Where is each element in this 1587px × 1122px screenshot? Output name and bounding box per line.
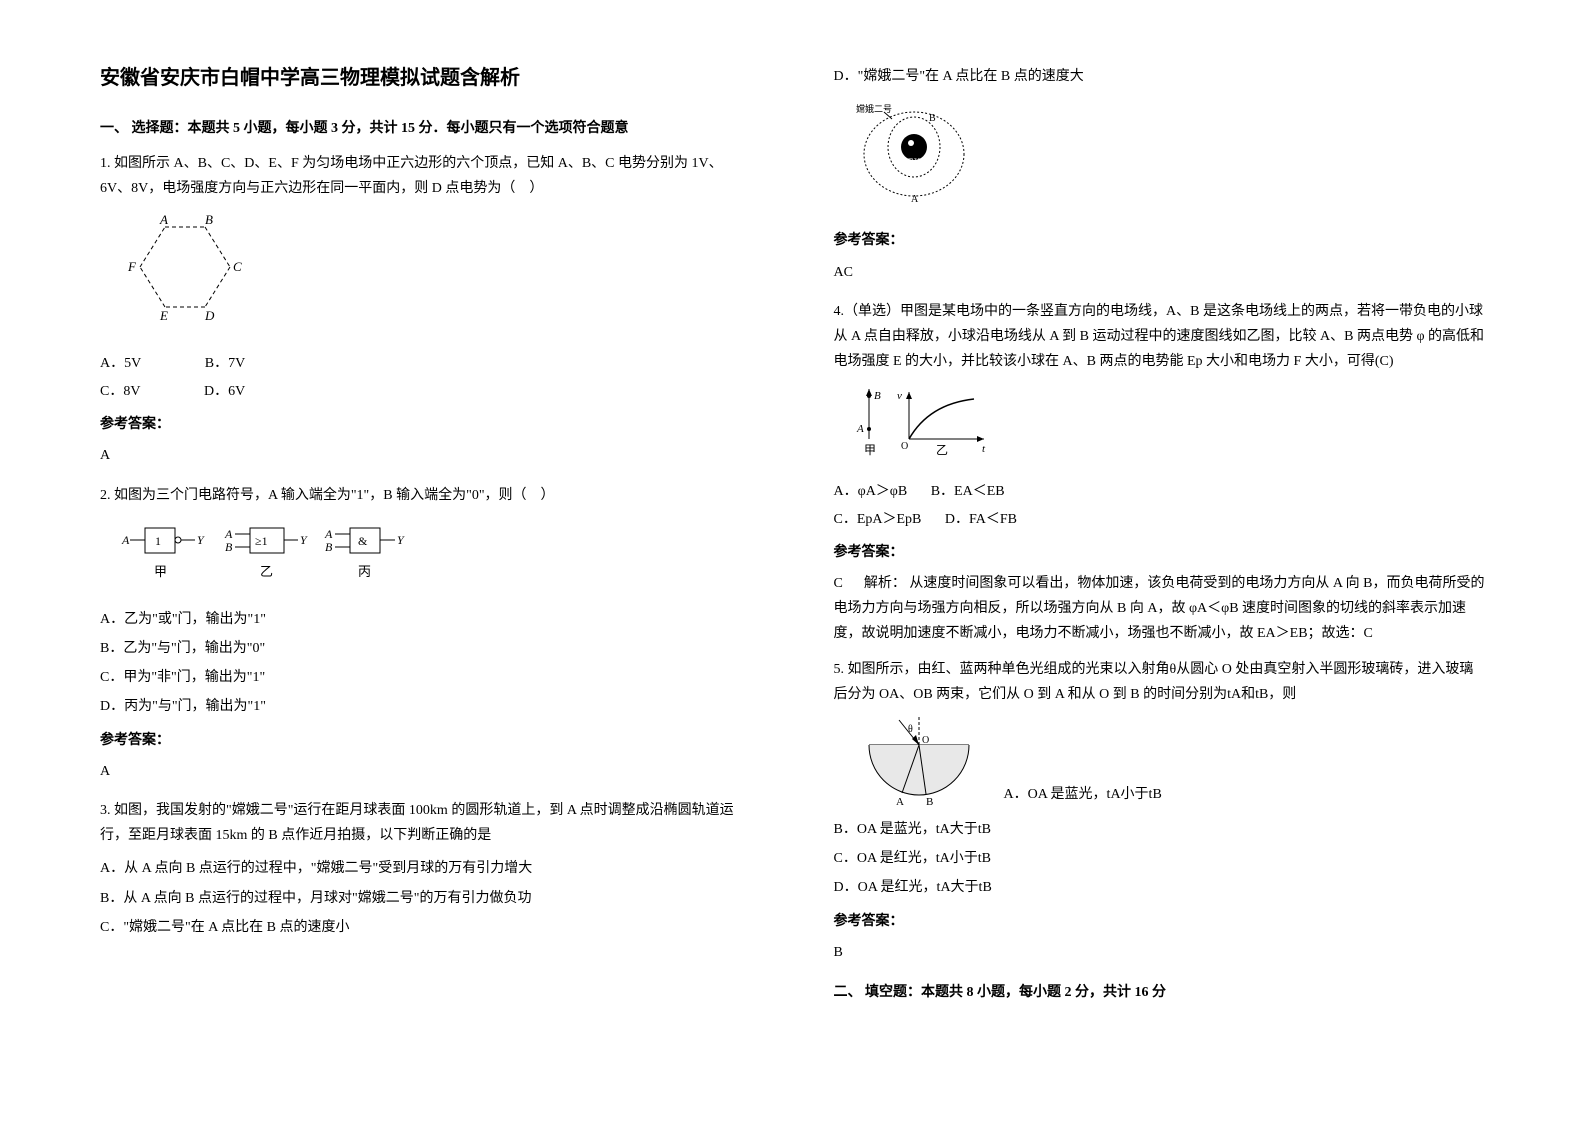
right-column: D．"嫦娥二号"在 A 点比在 B 点的速度大 A B 嫦娥二号 月球 参考答案… xyxy=(834,60,1488,1015)
q2-opt-a: A．乙为"或"门，输出为"1" xyxy=(100,607,754,632)
q3-opt-c: C．"嫦娥二号"在 A 点比在 B 点的速度小 xyxy=(100,915,754,940)
svg-text:O: O xyxy=(901,441,908,452)
q4-opt-b: B．EA＜EB xyxy=(931,479,1005,504)
q1-opt-a: A．5V xyxy=(100,351,141,376)
q4-explain: 解析： 从速度时间图象可以看出，物体加速，该负电荷受到的电场力方向从 A 向 B… xyxy=(834,576,1485,641)
svg-text:A: A xyxy=(121,533,130,547)
q1-opt-d: D．6V xyxy=(204,379,245,404)
q1-answer-label: 参考答案： xyxy=(100,412,754,437)
svg-text:月球: 月球 xyxy=(907,157,921,166)
svg-text:B: B xyxy=(874,390,881,402)
q2-opt-b: B．乙为"与"门，输出为"0" xyxy=(100,636,754,661)
q1-text: 1. 如图所示 A、B、C、D、E、F 为匀场电场中正六边形的六个顶点，已知 A… xyxy=(100,151,754,201)
q3-answer: AC xyxy=(834,260,1488,285)
q3-opt-d: D．"嫦娥二号"在 A 点比在 B 点的速度大 xyxy=(834,64,1488,89)
q4-answer-label: 参考答案： xyxy=(834,540,1488,565)
q1-options: A．5V B．7V C．8V D．6V xyxy=(100,351,754,404)
q3-text: 3. 如图，我国发射的"嫦娥二号"运行在距月球表面 100km 的圆形轨道上，到… xyxy=(100,798,754,848)
q1-opt-b: B．7V xyxy=(205,351,245,376)
q5-opt-d: D．OA 是红光，tA大于tB xyxy=(834,875,1488,900)
q3-answer-label: 参考答案： xyxy=(834,228,1488,253)
svg-text:甲: 甲 xyxy=(154,564,167,579)
q5-opt-a: A．OA 是蓝光，tA小于tB xyxy=(1004,782,1162,807)
q1-figure: A B C D E F xyxy=(120,212,754,341)
question-4: 4.（单选）甲图是某电场中的一条竖直方向的电场线，A、B 是这条电场线上的两点，… xyxy=(834,299,1488,647)
q2-answer-label: 参考答案： xyxy=(100,728,754,753)
q5-opt-b: B．OA 是蓝光，tA大于tB xyxy=(834,817,1488,842)
svg-text:B: B xyxy=(929,113,936,124)
q4-opt-a: A．φA＞φB xyxy=(834,479,908,504)
svg-text:v: v xyxy=(897,390,902,402)
q2-opt-c: C．甲为"非"门，输出为"1" xyxy=(100,665,754,690)
svg-text:1: 1 xyxy=(155,534,161,548)
q5-answer-label: 参考答案： xyxy=(834,909,1488,934)
q4-answer-explain: C 解析： 从速度时间图象可以看出，物体加速，该负电荷受到的电场力方向从 A 向… xyxy=(834,571,1488,647)
svg-text:B: B xyxy=(225,540,233,554)
svg-text:A: A xyxy=(856,423,864,435)
svg-text:E: E xyxy=(159,308,168,323)
q4-text: 4.（单选）甲图是某电场中的一条竖直方向的电场线，A、B 是这条电场线上的两点，… xyxy=(834,299,1488,375)
svg-text:D: D xyxy=(204,308,215,323)
svg-text:甲: 甲 xyxy=(864,443,876,457)
svg-text:&: & xyxy=(358,534,368,548)
q4-options: A．φA＞φB B．EA＜EB C．EpA＞EpB D．FA＜FB xyxy=(834,479,1488,532)
svg-text:B: B xyxy=(325,540,333,554)
svg-text:乙: 乙 xyxy=(936,443,948,457)
q1-answer: A xyxy=(100,443,754,468)
page-title: 安徽省安庆市白帽中学高三物理模拟试题含解析 xyxy=(100,60,754,96)
q3-opt-b: B．从 A 点向 B 点运行的过程中，月球对"嫦娥二号"的万有引力做负功 xyxy=(100,886,754,911)
q1-opt-c: C．8V xyxy=(100,379,140,404)
svg-text:嫦娥二号: 嫦娥二号 xyxy=(856,103,892,114)
svg-text:B: B xyxy=(926,796,933,807)
svg-text:A: A xyxy=(224,527,233,541)
svg-text:A: A xyxy=(911,194,919,205)
q4-opt-d: D．FA＜FB xyxy=(945,507,1017,532)
question-1: 1. 如图所示 A、B、C、D、E、F 为匀场电场中正六边形的六个顶点，已知 A… xyxy=(100,151,754,468)
svg-text:A: A xyxy=(896,796,904,807)
q2-text: 2. 如图为三个门电路符号，A 输入端全为"1"，B 输入端全为"0"，则（ ） xyxy=(100,483,754,508)
q3-figure: A B 嫦娥二号 月球 xyxy=(854,99,1488,218)
q2-options: A．乙为"或"门，输出为"1" B．乙为"与"门，输出为"0" C．甲为"非"门… xyxy=(100,607,754,720)
svg-text:F: F xyxy=(127,259,137,274)
svg-text:O: O xyxy=(922,735,929,746)
q3-opt-a: A．从 A 点向 B 点运行的过程中，"嫦娥二号"受到月球的万有引力增大 xyxy=(100,856,754,881)
svg-text:θ: θ xyxy=(908,724,913,735)
section-2-header: 二、 填空题：本题共 8 小题，每小题 2 分，共计 16 分 xyxy=(834,980,1488,1005)
q2-opt-d: D．丙为"与"门，输出为"1" xyxy=(100,694,754,719)
svg-text:A: A xyxy=(159,212,168,227)
svg-text:t: t xyxy=(982,443,986,455)
svg-text:乙: 乙 xyxy=(260,564,273,579)
question-2: 2. 如图为三个门电路符号，A 输入端全为"1"，B 输入端全为"0"，则（ ）… xyxy=(100,483,754,785)
svg-text:Y: Y xyxy=(300,533,308,547)
svg-text:≥1: ≥1 xyxy=(255,534,268,548)
q2-answer: A xyxy=(100,759,754,784)
question-5: 5. 如图所示，由红、蓝两种单色光组成的光束以入射角θ从圆心 O 处由真空射入半… xyxy=(834,657,1488,965)
q5-answer: B xyxy=(834,940,1488,965)
question-3-cont: D．"嫦娥二号"在 A 点比在 B 点的速度大 A B 嫦娥二号 月球 参考答案… xyxy=(834,64,1488,285)
q4-figure: B A 甲 v t O 乙 xyxy=(854,384,1488,468)
q2-figure: A Y 1 甲 A B Y ≥1 乙 xyxy=(120,518,754,597)
q5-text: 5. 如图所示，由红、蓝两种单色光组成的光束以入射角θ从圆心 O 处由真空射入半… xyxy=(834,657,1488,707)
q5-figure: θ O A B A．OA 是蓝光，tA小于tB xyxy=(854,717,1488,807)
svg-text:B: B xyxy=(205,212,213,227)
svg-text:Y: Y xyxy=(397,533,405,547)
svg-text:A: A xyxy=(324,527,333,541)
svg-text:丙: 丙 xyxy=(358,564,371,579)
section-1-header: 一、 选择题：本题共 5 小题，每小题 3 分，共计 15 分．每小题只有一个选… xyxy=(100,116,754,141)
q4-opt-c: C．EpA＞EpB xyxy=(834,507,922,532)
svg-text:C: C xyxy=(233,259,242,274)
question-3: 3. 如图，我国发射的"嫦娥二号"运行在距月球表面 100km 的圆形轨道上，到… xyxy=(100,798,754,940)
q5-opt-c: C．OA 是红光，tA小于tB xyxy=(834,846,1488,871)
svg-text:Y: Y xyxy=(197,533,205,547)
q4-answer: C xyxy=(834,576,843,591)
left-column: 安徽省安庆市白帽中学高三物理模拟试题含解析 一、 选择题：本题共 5 小题，每小… xyxy=(100,60,754,1015)
